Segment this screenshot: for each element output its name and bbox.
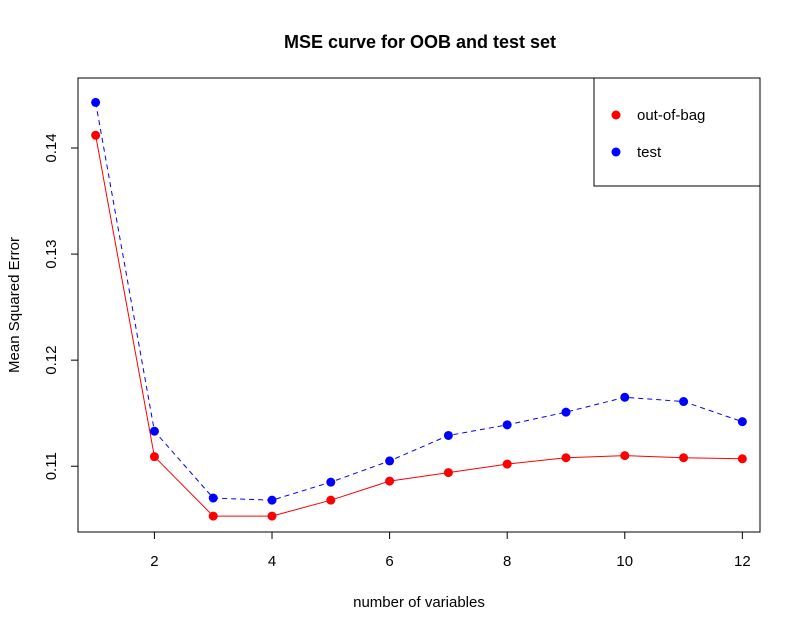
series-line-test xyxy=(95,102,743,501)
legend: out-of-bag test xyxy=(593,77,761,187)
point-test-11 xyxy=(679,397,689,407)
legend-box xyxy=(593,77,761,187)
point-test-8 xyxy=(502,420,512,430)
point-out-of-bag-12 xyxy=(737,454,747,464)
point-test-5 xyxy=(326,477,336,487)
x-tick-label-1: 4 xyxy=(268,553,276,570)
point-out-of-bag-8 xyxy=(502,459,512,469)
series-layer xyxy=(91,97,747,521)
y-tick-label-1: 0.12 xyxy=(43,346,60,375)
series-line-out-of-bag xyxy=(95,135,743,517)
point-test-1 xyxy=(91,97,101,107)
x-tick-label-0: 2 xyxy=(150,553,158,570)
point-out-of-bag-2 xyxy=(149,452,159,462)
chart-title: MSE curve for OOB and test set xyxy=(284,32,556,52)
x-axis: 2 4 6 8 10 12 xyxy=(150,532,751,570)
point-out-of-bag-5 xyxy=(326,495,336,505)
legend-marker-out-of-bag xyxy=(611,110,621,120)
x-tick-label-2: 6 xyxy=(385,553,393,570)
x-tick-label-4: 10 xyxy=(616,553,633,570)
point-out-of-bag-11 xyxy=(679,453,689,463)
y-tick-label-0: 0.11 xyxy=(43,452,60,480)
point-out-of-bag-1 xyxy=(91,130,101,140)
point-test-10 xyxy=(620,392,630,402)
x-tick-label-3: 8 xyxy=(503,553,511,570)
point-out-of-bag-10 xyxy=(620,451,630,461)
y-axis-label: Mean Squared Error xyxy=(6,237,23,373)
x-axis-label: number of variables xyxy=(353,594,485,611)
point-test-7 xyxy=(443,430,453,440)
point-test-6 xyxy=(385,456,395,466)
legend-label-test: test xyxy=(637,144,662,161)
point-test-3 xyxy=(208,493,218,503)
point-out-of-bag-6 xyxy=(385,476,395,486)
point-test-9 xyxy=(561,407,571,417)
legend-label-out-of-bag: out-of-bag xyxy=(637,107,705,124)
y-tick-label-2: 0.13 xyxy=(43,239,60,268)
legend-marker-test xyxy=(611,147,621,157)
point-test-2 xyxy=(149,426,159,436)
point-test-12 xyxy=(737,417,747,427)
point-out-of-bag-4 xyxy=(267,511,277,521)
y-tick-label-3: 0.14 xyxy=(43,133,60,162)
x-tick-label-5: 12 xyxy=(734,553,751,570)
plot-frame xyxy=(77,77,761,533)
point-out-of-bag-7 xyxy=(443,468,453,478)
point-test-4 xyxy=(267,495,277,505)
y-axis: 0.11 0.12 0.13 0.14 xyxy=(43,133,78,480)
point-out-of-bag-9 xyxy=(561,453,571,463)
point-out-of-bag-3 xyxy=(208,511,218,521)
